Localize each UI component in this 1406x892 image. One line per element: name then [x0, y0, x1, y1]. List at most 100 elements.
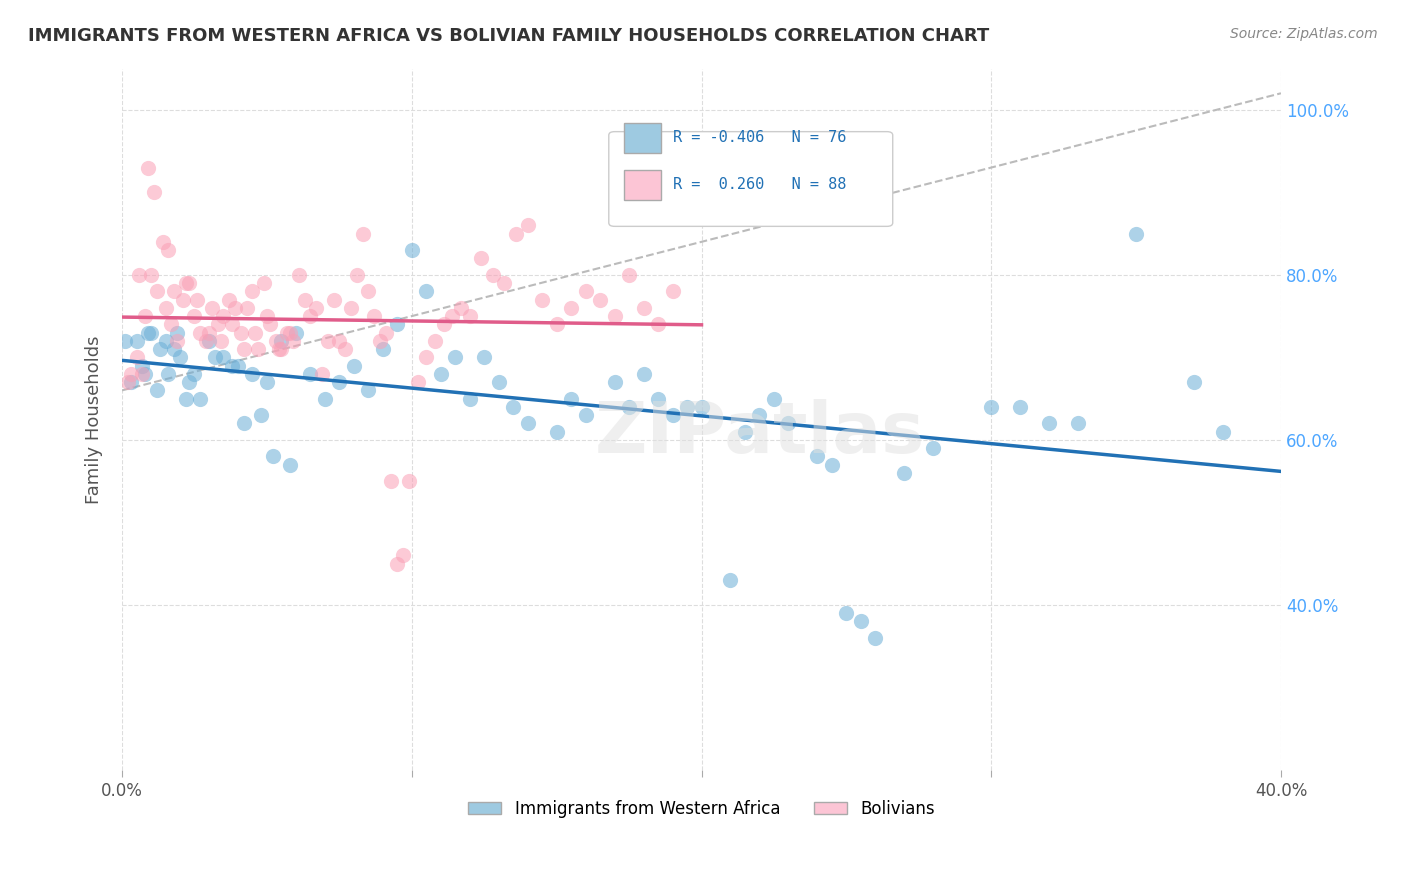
- Point: [865, 631, 887, 645]
- Point: [212, 309, 235, 323]
- Point: [172, 293, 194, 307]
- Point: [245, 326, 267, 340]
- Point: [157, 243, 180, 257]
- Point: [242, 285, 264, 299]
- Point: [401, 243, 423, 257]
- Point: [371, 342, 394, 356]
- Point: [575, 408, 598, 422]
- Point: [387, 557, 409, 571]
- Point: [546, 425, 568, 439]
- Point: [242, 367, 264, 381]
- Point: [415, 285, 437, 299]
- Point: [157, 367, 180, 381]
- Point: [166, 334, 188, 348]
- Point: [589, 293, 612, 307]
- Point: [186, 293, 208, 307]
- Point: [661, 285, 683, 299]
- Point: [363, 309, 385, 323]
- Point: [278, 458, 301, 472]
- Point: [661, 408, 683, 422]
- Point: [603, 309, 626, 323]
- Point: [174, 392, 197, 406]
- Point: [288, 268, 311, 282]
- Point: [247, 342, 270, 356]
- Point: [423, 334, 446, 348]
- Point: [1182, 375, 1205, 389]
- Point: [346, 268, 368, 282]
- Point: [131, 359, 153, 373]
- Point: [146, 285, 169, 299]
- FancyBboxPatch shape: [624, 123, 661, 153]
- Point: [343, 359, 366, 373]
- Point: [131, 367, 153, 381]
- Point: [232, 342, 254, 356]
- Point: [1010, 400, 1032, 414]
- Point: [250, 408, 273, 422]
- Point: [120, 367, 142, 381]
- Point: [922, 441, 945, 455]
- Legend: Immigrants from Western Africa, Bolivians: Immigrants from Western Africa, Bolivian…: [461, 794, 942, 825]
- Point: [516, 417, 538, 431]
- Point: [204, 351, 226, 365]
- Point: [340, 301, 363, 315]
- Point: [177, 276, 200, 290]
- Point: [152, 235, 174, 249]
- Point: [299, 367, 322, 381]
- Point: [278, 326, 301, 340]
- Point: [575, 285, 598, 299]
- Text: R = -0.406   N = 76: R = -0.406 N = 76: [672, 129, 846, 145]
- Point: [415, 351, 437, 365]
- Text: Source: ZipAtlas.com: Source: ZipAtlas.com: [1230, 27, 1378, 41]
- Point: [560, 301, 582, 315]
- Point: [314, 392, 336, 406]
- Point: [226, 359, 249, 373]
- Point: [690, 400, 713, 414]
- Point: [259, 318, 281, 332]
- Point: [357, 384, 380, 398]
- Point: [294, 293, 316, 307]
- Point: [221, 359, 243, 373]
- Point: [209, 334, 232, 348]
- Point: [264, 334, 287, 348]
- Point: [142, 186, 165, 200]
- Text: ZIPatlas: ZIPatlas: [595, 399, 925, 467]
- FancyBboxPatch shape: [609, 132, 893, 227]
- Point: [748, 408, 770, 422]
- Point: [406, 375, 429, 389]
- Point: [502, 400, 524, 414]
- Point: [188, 326, 211, 340]
- Point: [218, 293, 240, 307]
- Point: [149, 342, 172, 356]
- Point: [311, 367, 333, 381]
- Point: [136, 161, 159, 175]
- Point: [139, 326, 162, 340]
- Point: [256, 375, 278, 389]
- Point: [762, 392, 785, 406]
- Point: [221, 318, 243, 332]
- Point: [125, 334, 148, 348]
- Point: [201, 301, 224, 315]
- Point: [256, 309, 278, 323]
- Point: [516, 219, 538, 233]
- Point: [374, 326, 396, 340]
- Point: [155, 334, 177, 348]
- Point: [603, 375, 626, 389]
- Point: [821, 458, 844, 472]
- Point: [174, 276, 197, 290]
- Point: [433, 318, 456, 332]
- Point: [472, 351, 495, 365]
- Point: [617, 268, 640, 282]
- Point: [560, 392, 582, 406]
- Point: [155, 301, 177, 315]
- Point: [253, 276, 276, 290]
- Point: [322, 293, 344, 307]
- Point: [368, 334, 391, 348]
- Point: [676, 400, 699, 414]
- Point: [380, 474, 402, 488]
- Point: [134, 367, 156, 381]
- Point: [849, 615, 872, 629]
- Point: [494, 276, 516, 290]
- Point: [177, 375, 200, 389]
- Point: [212, 351, 235, 365]
- Point: [229, 326, 252, 340]
